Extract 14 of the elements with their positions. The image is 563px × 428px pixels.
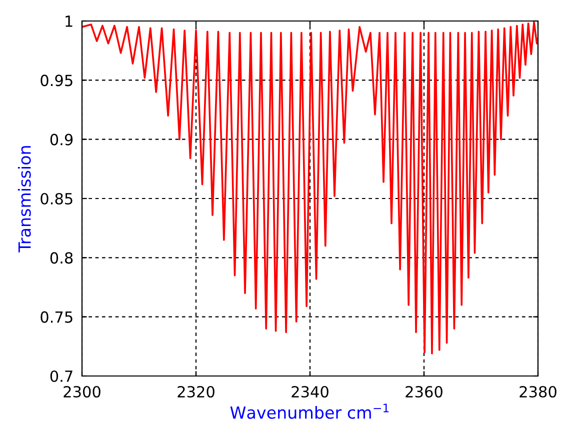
y-tick-label: 0.7: [50, 370, 72, 382]
x-tick-label: 2340: [292, 386, 328, 398]
x-tick-label: 2360: [406, 386, 442, 398]
y-tick-label: 1: [66, 16, 72, 27]
y-tick-label: 0.8: [50, 252, 73, 264]
y-tick-label: 0.85: [40, 192, 72, 205]
x-tick-label: 2380: [520, 386, 556, 398]
y-tick-label: 0.75: [40, 311, 72, 323]
x-tick-label: 2300: [64, 386, 100, 398]
y-tick-label: 0.95: [40, 74, 72, 86]
y-axis-title: Transmission: [18, 146, 31, 252]
x-tick-label: 2320: [178, 386, 214, 398]
y-tick-label: 0.9: [50, 134, 73, 146]
x-axis-title: Wavenumber cm$^{−1}$: [230, 404, 389, 419]
